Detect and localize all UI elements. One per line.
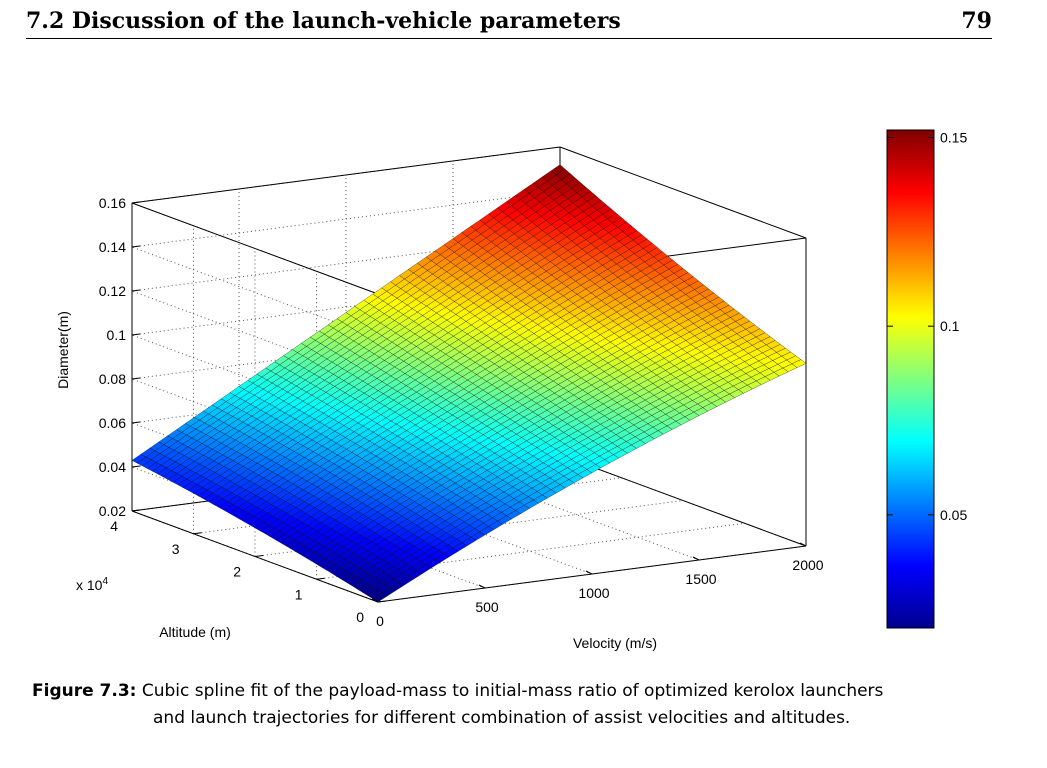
z-tick-label: 0.12 (99, 283, 126, 299)
running-header: 7.2 Discussion of the launch-vehicle par… (26, 6, 992, 39)
colorbar-tick-label: 0.1 (940, 318, 960, 334)
y-axis-label: Altitude (m) (159, 624, 231, 640)
z-tick-label: 0.08 (99, 371, 126, 387)
y-tick-mark (131, 509, 141, 512)
z-axis-ticks: 0.02 0.04 0.06 0.08 0.1 0.12 0.14 0.16 (99, 195, 141, 519)
z-axis-label: Diameter(m) (55, 311, 71, 389)
y-tick-label: 4 (110, 518, 118, 534)
y-tick-mark (254, 555, 264, 557)
colorbar-tick-label: 0.15 (940, 130, 967, 146)
colorbar-ticks: 0.05 0.1 0.15 (887, 130, 967, 523)
x-tick-label: 500 (475, 599, 499, 615)
y-tick-label: 2 (233, 564, 241, 580)
z-tick-label: 0.06 (99, 415, 126, 431)
x-tick-label: 1000 (578, 585, 609, 601)
box-edge (131, 146, 561, 204)
x-tick-mark (585, 570, 593, 575)
x-tick-mark (799, 542, 807, 547)
x-tick-label: 1500 (685, 571, 716, 587)
caption-line-1: Cubic spline fit of the payload-mass to … (141, 681, 884, 701)
y-tick-mark (316, 577, 325, 580)
caption-label: Figure 7.3: (32, 681, 137, 701)
x-tick-mark (478, 584, 486, 589)
section-title: 7.2 Discussion of the launch-vehicle par… (26, 8, 621, 34)
z-tick-label: 0.1 (107, 327, 127, 343)
x-axis-label: Velocity (m/s) (573, 635, 657, 651)
surface-mesh (131, 164, 807, 603)
z-tick-mark (131, 465, 141, 468)
surface-patch (791, 359, 807, 368)
x-tick-label: 2000 (792, 557, 823, 573)
z-tick-label: 0.02 (99, 503, 126, 519)
box-edge (559, 454, 807, 547)
colorbar-tick-label: 0.05 (940, 507, 967, 523)
z-tick-mark (131, 201, 141, 204)
z-tick-mark (131, 333, 141, 336)
y-tick-label: 3 (172, 541, 180, 557)
y-tick-label: 1 (295, 586, 303, 602)
figure-caption: Figure 7.3: Cubic spline fit of the payl… (32, 678, 1007, 732)
z-tick-label: 0.04 (99, 459, 126, 475)
surface-plot: 0.02 0.04 0.06 0.08 0.1 0.12 0.14 0.16 0 1 2 3 4 0 5… (55, 129, 967, 651)
colorbar (886, 129, 935, 629)
x-axis-ticks: 0 500 1000 1500 2000 (371, 542, 824, 629)
caption-line-2: and launch trajectories for different co… (153, 708, 851, 728)
x-tick-mark (692, 556, 700, 561)
z-tick-label: 0.16 (99, 195, 126, 211)
z-tick-label: 0.14 (99, 239, 126, 255)
y-tick-mark (377, 600, 387, 603)
box-edge (559, 146, 807, 239)
z-tick-mark (131, 245, 141, 248)
box-edge (131, 202, 379, 295)
y-tick-label: 0 (356, 609, 364, 625)
y-axis-ticks: 0 1 2 3 4 (110, 509, 387, 625)
page-number: 79 (961, 8, 992, 34)
x-tick-mark (371, 598, 379, 603)
y-multiplier-label: x 104 (76, 576, 108, 593)
z-tick-mark (131, 289, 141, 292)
x-tick-label: 0 (376, 613, 384, 629)
z-tick-mark (131, 377, 141, 380)
z-tick-mark (131, 421, 141, 424)
y-tick-mark (193, 532, 202, 535)
